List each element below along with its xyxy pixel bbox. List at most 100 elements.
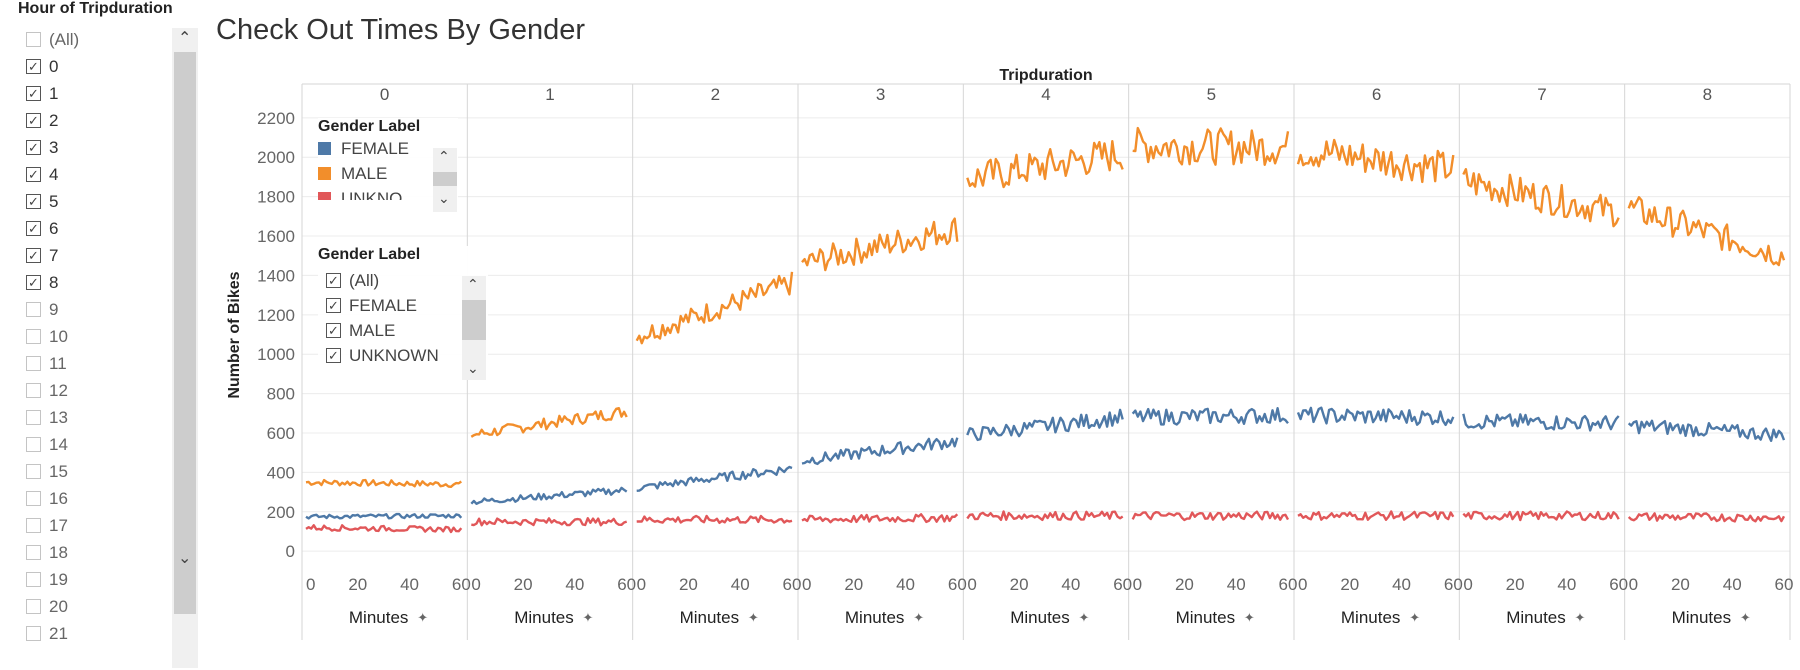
x-axis-title: Minutes <box>845 608 905 627</box>
hour-filter-item[interactable]: 16 <box>26 485 176 512</box>
series-line-unknown <box>1297 510 1455 521</box>
legend-item[interactable]: FEMALE <box>318 136 458 161</box>
checkbox-checked-icon[interactable]: ✓ <box>26 59 41 74</box>
scroll-down-icon[interactable]: ⌄ <box>467 360 479 376</box>
hour-filter-item[interactable]: 12 <box>26 377 176 404</box>
x-tick-label: 0 <box>471 575 480 594</box>
y-axis-title: Number of Bikes <box>226 271 243 398</box>
panel-label: 3 <box>876 85 885 104</box>
scroll-up-icon[interactable]: ⌃ <box>438 148 450 164</box>
checkbox-unchecked-icon[interactable] <box>26 302 41 317</box>
checkbox-unchecked-icon[interactable] <box>26 491 41 506</box>
hour-filter-item[interactable]: 19 <box>26 566 176 593</box>
hour-filter-scrollbar[interactable]: ⌃ ⌄ <box>172 28 198 668</box>
checkbox-checked-icon[interactable]: ✓ <box>26 167 41 182</box>
hour-filter-item-label: 14 <box>49 434 68 454</box>
hour-filter-item[interactable]: 15 <box>26 458 176 485</box>
checkbox-unchecked-icon[interactable] <box>26 599 41 614</box>
hour-filter-item-label: 6 <box>49 218 59 238</box>
scroll-up-icon[interactable]: ⌃ <box>467 276 479 292</box>
checkbox-unchecked-icon[interactable] <box>26 545 41 560</box>
pin-icon: ✦ <box>1740 610 1751 625</box>
hour-filter-item-label: 16 <box>49 488 68 508</box>
panel-label: 0 <box>380 85 389 104</box>
gender-filter-item[interactable]: ✓ UNKNOWN <box>326 343 488 368</box>
checkbox-unchecked-icon[interactable] <box>26 410 41 425</box>
x-axis-title: Minutes <box>1010 608 1070 627</box>
scroll-thumb[interactable] <box>462 300 486 340</box>
scroll-thumb[interactable] <box>174 52 196 614</box>
checkbox-checked-icon[interactable]: ✓ <box>326 348 341 363</box>
hour-filter-item[interactable]: ✓ 3 <box>26 134 176 161</box>
panel-label: 1 <box>545 85 554 104</box>
hour-filter-item[interactable]: ✓ 4 <box>26 161 176 188</box>
hour-filter-item[interactable]: 18 <box>26 539 176 566</box>
gender-filter-item[interactable]: ✓ (All) <box>326 268 488 293</box>
checkbox-unchecked-icon[interactable] <box>26 572 41 587</box>
hour-filter-item[interactable]: ✓ 0 <box>26 53 176 80</box>
hour-filter-item[interactable]: 9 <box>26 296 176 323</box>
hour-filter-item[interactable]: 20 <box>26 593 176 620</box>
hour-filter-item[interactable]: 10 <box>26 323 176 350</box>
x-tick-label: 20 <box>679 575 698 594</box>
hour-filter-item-label: 5 <box>49 191 59 211</box>
checkbox-unchecked-icon[interactable] <box>26 329 41 344</box>
checkbox-checked-icon[interactable]: ✓ <box>326 298 341 313</box>
hour-filter-item[interactable]: ✓ 6 <box>26 215 176 242</box>
checkbox-unchecked-icon[interactable] <box>26 437 41 452</box>
checkbox-checked-icon[interactable]: ✓ <box>26 113 41 128</box>
hour-filter-item-label: 13 <box>49 407 68 427</box>
x-tick-label: 20 <box>1010 575 1029 594</box>
checkbox-unchecked-icon[interactable] <box>26 518 41 533</box>
y-tick-label: 1200 <box>257 306 295 325</box>
checkbox-checked-icon[interactable]: ✓ <box>26 86 41 101</box>
gender-filter-item[interactable]: ✓ MALE <box>326 318 488 343</box>
checkbox-unchecked-icon[interactable] <box>26 626 41 641</box>
hour-filter-item[interactable]: ✓ 1 <box>26 80 176 107</box>
series-line-female <box>470 486 628 505</box>
scroll-thumb[interactable] <box>433 172 457 186</box>
hour-filter-item[interactable]: (All) <box>26 26 176 53</box>
color-legend-scrollbar[interactable]: ⌃ ⌄ <box>433 148 457 212</box>
checkbox-unchecked-icon[interactable] <box>26 356 41 371</box>
checkbox-checked-icon[interactable]: ✓ <box>26 194 41 209</box>
series-line-male <box>305 478 462 488</box>
checkbox-checked-icon[interactable]: ✓ <box>326 323 341 338</box>
checkbox-unchecked-icon[interactable] <box>26 32 41 47</box>
checkbox-unchecked-icon[interactable] <box>26 464 41 479</box>
legend-item[interactable]: UNKNO <box>318 186 458 200</box>
scroll-down-icon[interactable]: ⌄ <box>438 190 450 206</box>
gender-filter-item[interactable]: ✓ FEMALE <box>326 293 488 318</box>
x-tick-label: 40 <box>565 575 584 594</box>
legend-item[interactable]: MALE <box>318 161 458 186</box>
scroll-down-icon[interactable]: ⌄ <box>178 550 192 567</box>
hour-filter-item[interactable]: ✓ 2 <box>26 107 176 134</box>
series-line-female <box>1627 419 1786 442</box>
hour-filter-item[interactable]: ✓ 5 <box>26 188 176 215</box>
hour-filter-item[interactable]: 17 <box>26 512 176 539</box>
hour-filter-item[interactable]: ✓ 8 <box>26 269 176 296</box>
x-tick-label: 0 <box>967 575 976 594</box>
hour-filter-item-label: (All) <box>49 29 80 49</box>
panel-label: 4 <box>1041 85 1050 104</box>
hour-filter-item[interactable]: 14 <box>26 431 176 458</box>
checkbox-checked-icon[interactable]: ✓ <box>26 275 41 290</box>
gender-filter-item-label: (All) <box>349 270 380 290</box>
hour-filter-item[interactable]: 13 <box>26 404 176 431</box>
scroll-up-icon[interactable]: ⌃ <box>178 30 192 47</box>
x-axis-title: Minutes <box>1176 608 1236 627</box>
gender-filter-scrollbar[interactable]: ⌃ ⌄ <box>462 276 486 380</box>
checkbox-unchecked-icon[interactable] <box>26 383 41 398</box>
checkbox-checked-icon[interactable]: ✓ <box>26 221 41 236</box>
y-tick-label: 400 <box>267 463 295 482</box>
checkbox-checked-icon[interactable]: ✓ <box>26 248 41 263</box>
x-axis-title: Minutes <box>1506 608 1566 627</box>
hour-filter-item[interactable]: 11 <box>26 350 176 377</box>
panel-label: 6 <box>1372 85 1381 104</box>
legend-swatch <box>318 192 331 200</box>
hour-filter-item[interactable]: ✓ 7 <box>26 242 176 269</box>
hour-filter-item[interactable]: 21 <box>26 620 176 647</box>
hour-filter-item-label: 20 <box>49 596 68 616</box>
checkbox-checked-icon[interactable]: ✓ <box>326 273 341 288</box>
checkbox-checked-icon[interactable]: ✓ <box>26 140 41 155</box>
